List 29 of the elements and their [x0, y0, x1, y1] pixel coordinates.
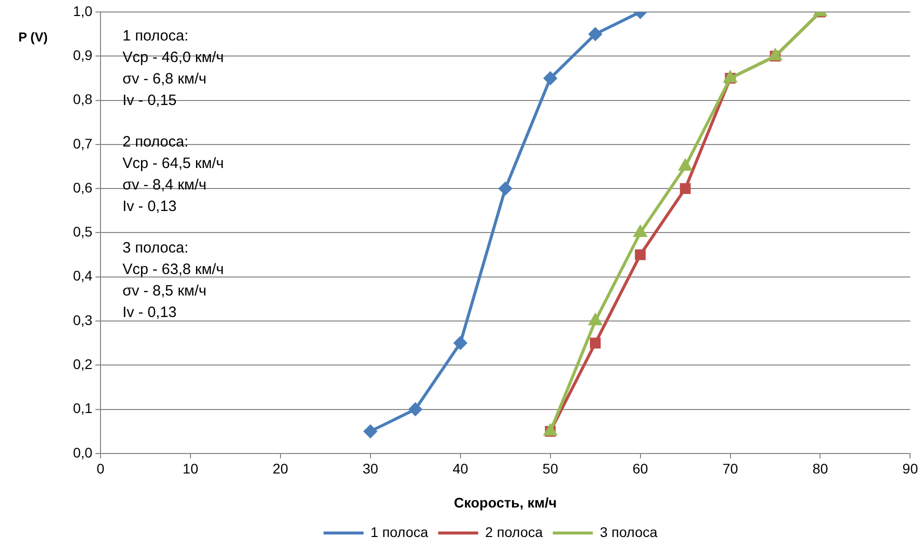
x-tick-label: 70: [722, 460, 738, 477]
y-axis-title: P (V): [18, 30, 48, 45]
x-tick-label: 20: [272, 460, 288, 477]
y-tick-label: 1,0: [72, 2, 93, 19]
x-tick-label: 10: [182, 460, 198, 477]
y-tick-label: 0,8: [72, 91, 93, 108]
x-tick-label: 90: [902, 460, 918, 477]
x-tick-label: 30: [362, 460, 378, 477]
y-tick-label: 0,6: [72, 179, 93, 196]
annotation: 3 полоса: Vср - 63,8 км/ч σv - 8,5 км/ч Iv - 0,13: [122, 240, 224, 322]
y-tick-label: 0,2: [72, 356, 93, 372]
x-tick-label: 80: [812, 460, 828, 477]
y-tick-label: 0,5: [72, 224, 93, 240]
legend-label: 1 полоса: [370, 524, 428, 540]
x-axis-title: Скорость, км/ч: [454, 494, 557, 510]
x-tick-label: 60: [632, 460, 648, 477]
legend-label: 2 полоса: [485, 524, 544, 540]
annotation: 2 полоса: Vср - 64,5 км/ч σv - 8,4 км/ч Iv - 0,13: [122, 134, 224, 216]
y-tick-label: 0,1: [72, 400, 93, 416]
y-tick-label: 0,7: [72, 135, 93, 152]
annotation: 1 полоса: Vср - 46,0 км/ч σv - 6,8 км/ч Iv - 0,15: [122, 28, 224, 110]
y-tick-label: 0,0: [72, 444, 93, 460]
y-tick-label: 0,4: [72, 268, 93, 284]
x-tick-label: 40: [452, 460, 468, 477]
x-tick-label: 0: [96, 460, 105, 477]
y-tick-label: 0,9: [72, 47, 93, 63]
y-tick-label: 0,3: [72, 312, 93, 328]
x-tick-label: 50: [542, 460, 558, 477]
legend-label: 3 полоса: [600, 524, 658, 540]
